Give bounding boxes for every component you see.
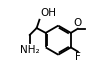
- Text: F: F: [75, 52, 81, 62]
- Text: NH₂: NH₂: [20, 45, 40, 55]
- Text: OH: OH: [40, 8, 56, 18]
- Text: O: O: [74, 18, 82, 28]
